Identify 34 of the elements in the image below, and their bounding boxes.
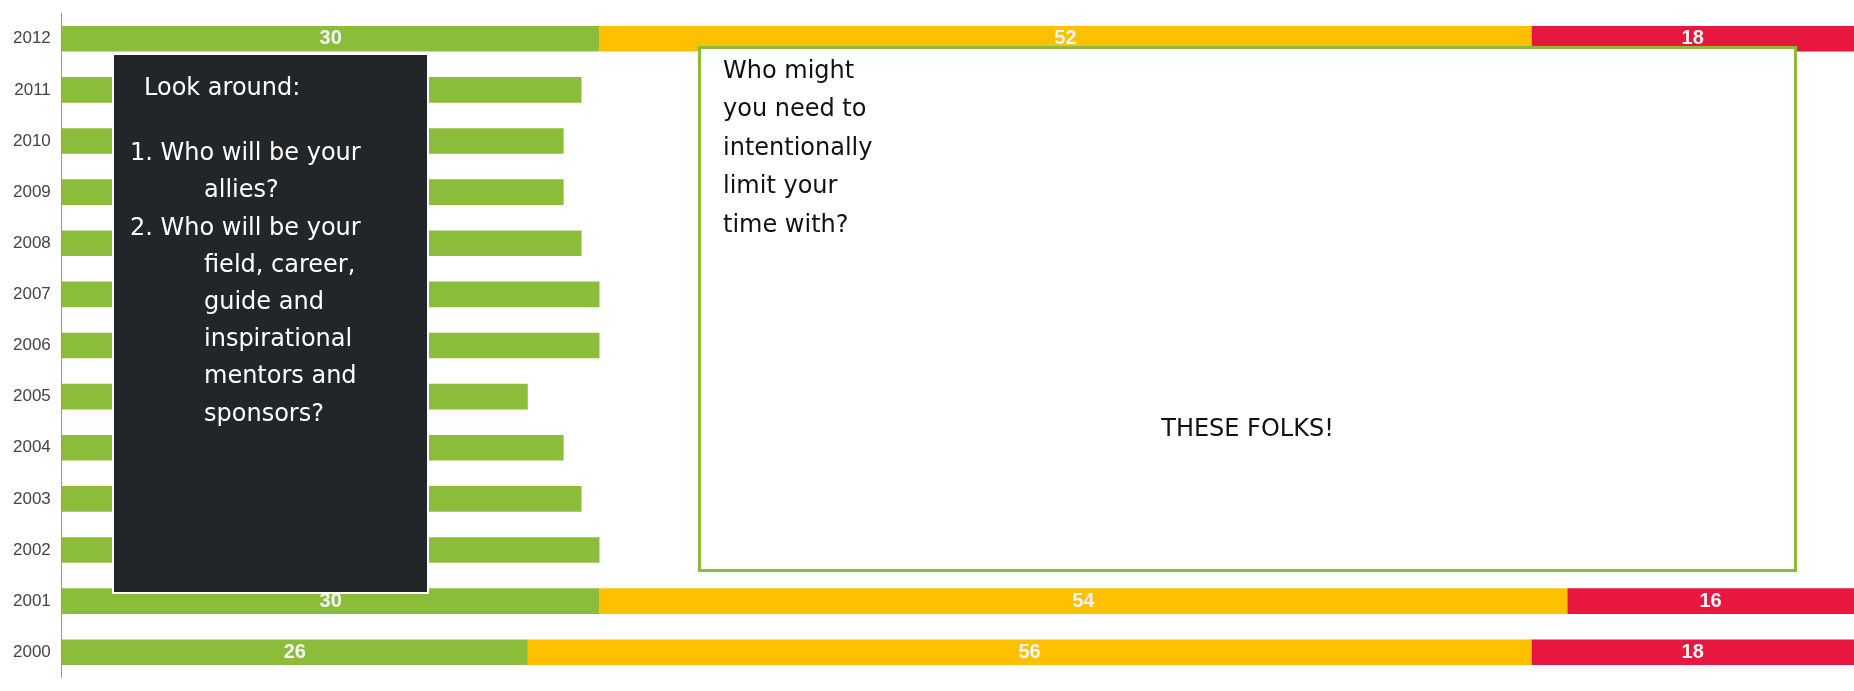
y-tick-label: 2010 — [12, 130, 51, 150]
bar — [61, 25, 600, 52]
bar — [599, 588, 1568, 614]
y-tick-label: 2002 — [12, 539, 51, 559]
y-tick-label: 2007 — [12, 284, 51, 304]
bar — [61, 639, 528, 666]
data-label: 30 — [319, 26, 342, 49]
annotation: Who might you need to intentionally limit your time with? — [723, 55, 874, 240]
y-tick-label: 2005 — [12, 386, 51, 406]
data-label: 54 — [1072, 588, 1096, 611]
y-tick-label: 2006 — [12, 335, 51, 355]
y-tick-label: 2011 — [14, 79, 51, 99]
text-box: Look around: 1. Who will be your allies? 2. Who will be your field, career, guide and inspirational mentors and sponsors? — [112, 53, 429, 594]
annotation: Look around: — [144, 72, 302, 103]
text-box: Who might you need to intentionally limit your time with? THESE FOLKS! — [698, 46, 1797, 572]
annotation: 1. Who will be your allies? — [130, 137, 362, 206]
data-label: 26 — [283, 639, 306, 662]
y-tick-label: 2003 — [12, 488, 51, 508]
y-tick-label: 2000 — [12, 641, 51, 661]
y-tick-label: 2012 — [12, 28, 51, 48]
data-label: 52 — [1054, 26, 1077, 49]
bar — [1567, 588, 1854, 614]
bar — [1531, 639, 1854, 666]
y-tick-label: 2008 — [12, 232, 51, 252]
data-label: 18 — [1681, 26, 1704, 49]
annotation: THESE FOLKS! — [1160, 414, 1335, 442]
y-tick-label: 2001 — [12, 590, 51, 610]
data-label: 56 — [1018, 639, 1041, 662]
bar — [527, 639, 1532, 666]
y-tick-label: 2009 — [12, 181, 51, 201]
data-label: 16 — [1699, 588, 1722, 611]
y-tick-label: 2004 — [12, 437, 51, 457]
data-label: 18 — [1681, 639, 1704, 662]
annotation: 2. Who will be your field, career, guide and inspirational mentors and sponsors? — [130, 211, 362, 429]
